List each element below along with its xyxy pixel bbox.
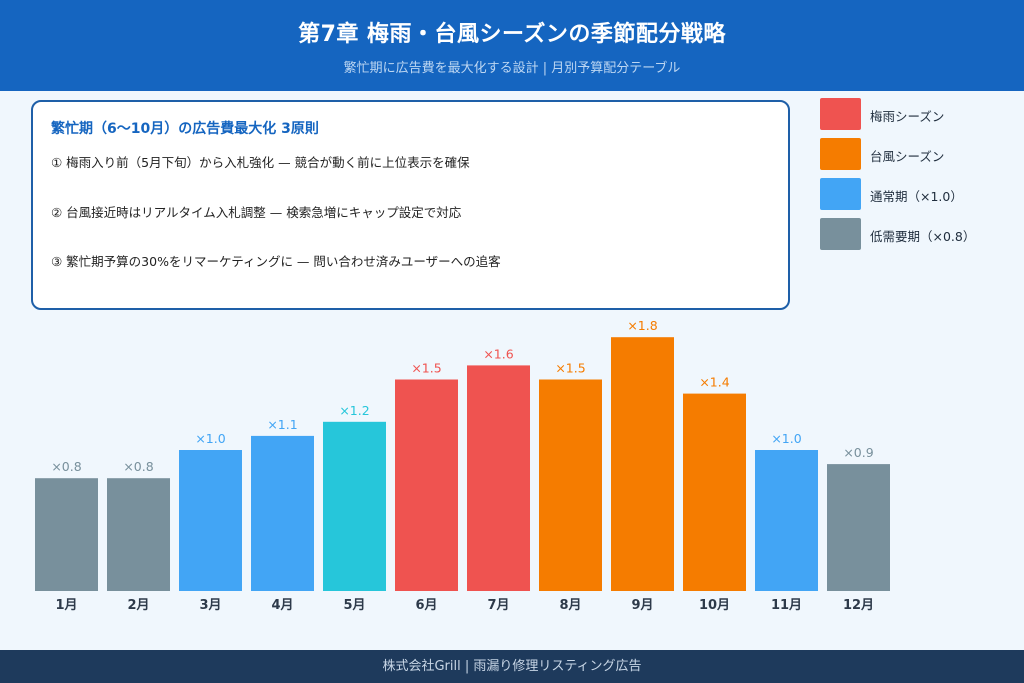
legend-label: 梅雨シーズン bbox=[870, 109, 945, 124]
month-label: 3月 bbox=[199, 598, 221, 613]
bar-1 bbox=[35, 478, 98, 591]
value-label: ×1.1 bbox=[267, 417, 297, 432]
month-label: 1月 bbox=[55, 598, 77, 613]
footer: 株式会社Grill | 雨漏り修理リスティング広告 bbox=[0, 650, 1024, 683]
bar-3 bbox=[179, 450, 242, 591]
legend-label: 低需要期（×0.8） bbox=[870, 229, 976, 244]
month-label: 6月 bbox=[415, 598, 437, 613]
page-title: 第7章 梅雨・台風シーズンの季節配分戦略 bbox=[298, 22, 726, 47]
value-label: ×1.2 bbox=[339, 403, 369, 418]
month-label: 10月 bbox=[699, 598, 730, 613]
bar-4 bbox=[251, 435, 314, 591]
legend-item-rainy-season: 梅雨シーズン bbox=[820, 98, 1020, 130]
rule-item: ② 台風接近時はリアルタイム入札調整 — 検索急増にキャップ設定で対応 bbox=[51, 205, 462, 220]
legend-swatch bbox=[820, 178, 861, 210]
month-label: 12月 bbox=[843, 598, 874, 613]
value-label: ×0.9 bbox=[843, 445, 873, 460]
value-label: ×1.0 bbox=[195, 431, 225, 446]
bar-9 bbox=[611, 337, 674, 591]
value-label: ×1.6 bbox=[483, 346, 513, 361]
month-label: 4月 bbox=[271, 598, 293, 613]
legend-swatch bbox=[820, 218, 861, 250]
bar-11 bbox=[755, 450, 818, 591]
month-label: 8月 bbox=[559, 598, 581, 613]
legend-item-typhoon-season: 台風シーズン bbox=[820, 138, 1020, 170]
bar-8 bbox=[539, 379, 602, 591]
monthly-budget-chart: ×0.8 1月 ×0.8 2月 ×1.0 3月 ×1.1 4月 ×1.2 5月 ×1.5 6月 ×1.6… bbox=[35, 318, 890, 613]
value-label: ×1.4 bbox=[699, 375, 729, 390]
value-label: ×1.8 bbox=[627, 318, 657, 333]
rule-item: ③ 繁忙期予算の30%をリマーケティングに — 問い合わせ済みユーザーへの追客 bbox=[51, 254, 501, 269]
bar-2 bbox=[107, 478, 170, 591]
bar-7 bbox=[467, 365, 530, 591]
month-label: 9月 bbox=[631, 598, 653, 613]
rules-title: 繁忙期（6〜10月）の広告費最大化 3原則 bbox=[51, 121, 319, 137]
month-label: 2月 bbox=[127, 598, 149, 613]
month-label: 11月 bbox=[771, 598, 802, 613]
rules-box: 繁忙期（6〜10月）の広告費最大化 3原則 ① 梅雨入り前（5月下旬）から入札強… bbox=[31, 100, 790, 310]
header-banner: 第7章 梅雨・台風シーズンの季節配分戦略 繁忙期に広告費を最大化する設計 | 月… bbox=[0, 0, 1024, 91]
value-label: ×1.5 bbox=[411, 361, 441, 376]
bar-12 bbox=[827, 464, 890, 591]
legend-label: 通常期（×1.0） bbox=[870, 189, 963, 204]
rule-item: ① 梅雨入り前（5月下旬）から入札強化 — 競合が動く前に上位表示を確保 bbox=[51, 155, 470, 170]
bar-10 bbox=[683, 393, 746, 591]
legend-item-normal-period: 通常期（×1.0） bbox=[820, 178, 1020, 210]
value-label: ×1.5 bbox=[555, 361, 585, 376]
legend-swatch bbox=[820, 138, 861, 170]
bar-5 bbox=[323, 421, 386, 591]
month-label: 7月 bbox=[487, 598, 509, 613]
month-label: 5月 bbox=[343, 598, 365, 613]
legend-label: 台風シーズン bbox=[870, 149, 945, 164]
value-label: ×0.8 bbox=[123, 459, 153, 474]
bar-6 bbox=[395, 379, 458, 591]
legend-swatch bbox=[820, 98, 861, 130]
page-subtitle: 繁忙期に広告費を最大化する設計 | 月別予算配分テーブル bbox=[343, 61, 681, 76]
value-label: ×1.0 bbox=[771, 431, 801, 446]
legend-item-low-demand: 低需要期（×0.8） bbox=[820, 218, 1020, 250]
value-label: ×0.8 bbox=[51, 459, 81, 474]
footer-text: 株式会社Grill | 雨漏り修理リスティング広告 bbox=[382, 659, 642, 674]
